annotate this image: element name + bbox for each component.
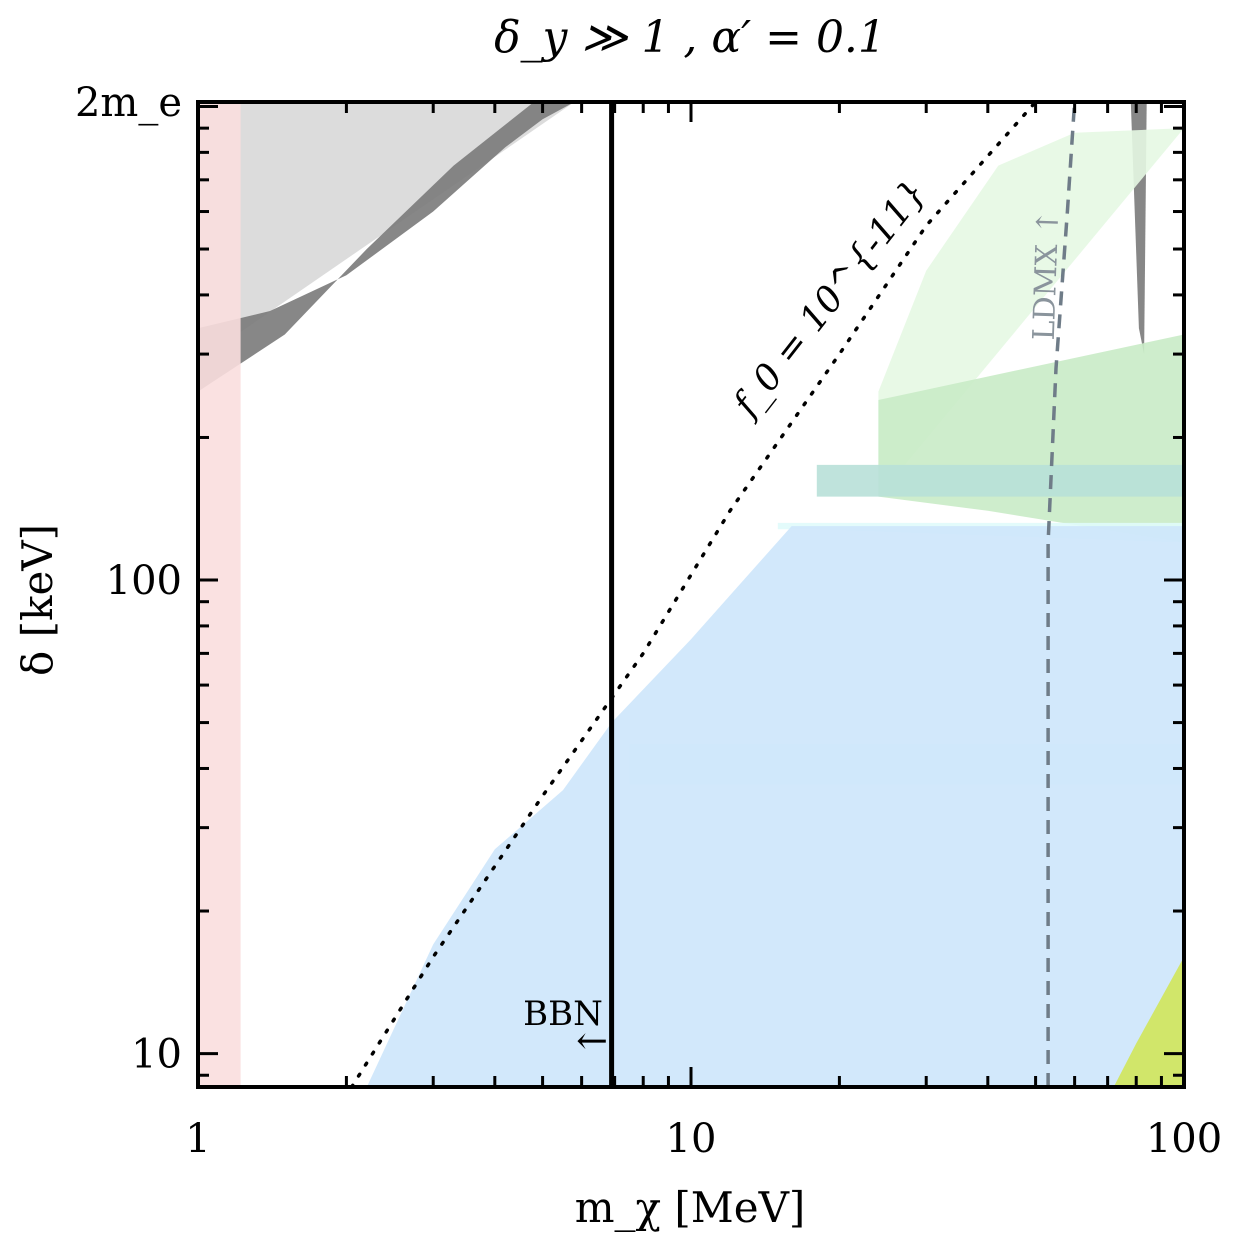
ldmx-label: LDMX ↑	[1027, 209, 1067, 341]
bbn-label: BBN	[523, 994, 603, 1034]
x-tick-label-10: 10	[666, 1116, 717, 1162]
x-tick-label-100: 100	[1146, 1116, 1222, 1162]
y-tick-label-2m-e: 2m_e	[75, 80, 182, 126]
ticks-layer	[196, 102, 1186, 1087]
x-tick-label-1: 1	[185, 1116, 210, 1162]
y-tick-label-100: 100	[106, 558, 182, 604]
bbn-arrow: ←	[576, 1019, 608, 1063]
plot-area	[198, 102, 1184, 1087]
regions-layer	[198, 102, 1184, 1087]
y-tick-label-10: 10	[131, 1032, 182, 1078]
pink-strip	[198, 102, 241, 1087]
ldmx-dashed-line	[1046, 102, 1077, 1087]
y-axis-label: δ [keV]	[13, 524, 62, 676]
lines-layer	[349, 102, 1077, 1087]
light-green-region	[878, 128, 1184, 497]
dark-gray-band	[198, 102, 575, 392]
teal-band	[816, 464, 1184, 497]
blue-region	[366, 526, 1184, 1087]
x-axis-label: m_χ [MeV]	[575, 1183, 806, 1232]
chart-title: δ_y ≫ 1 , α′ = 0.1	[494, 12, 886, 63]
